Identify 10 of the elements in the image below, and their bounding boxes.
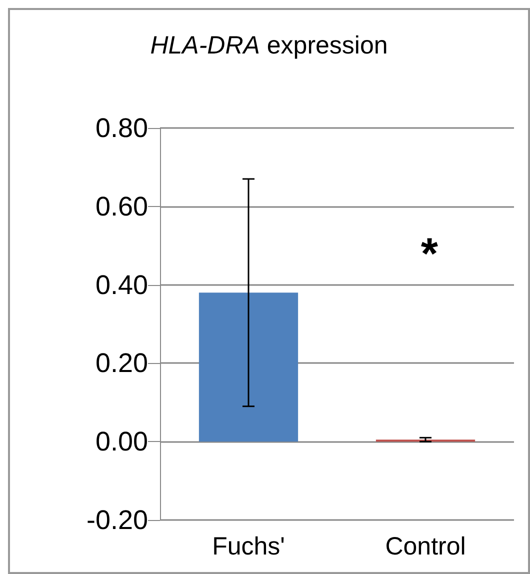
y-tick-label: -0.20 xyxy=(86,505,148,535)
y-tick-label: 0.60 xyxy=(95,191,148,222)
annotation: * xyxy=(420,230,439,278)
y-tick-label: 0.80 xyxy=(95,113,148,143)
y-tick-label: 0.00 xyxy=(95,426,148,457)
y-tick-label: 0.20 xyxy=(95,348,148,378)
y-tick-label: 0.40 xyxy=(95,270,148,300)
x-tick-label: Fuchs' xyxy=(212,532,285,560)
x-tick-label: Control xyxy=(385,532,466,560)
chart-title: HLA-DRA expression xyxy=(150,32,388,60)
